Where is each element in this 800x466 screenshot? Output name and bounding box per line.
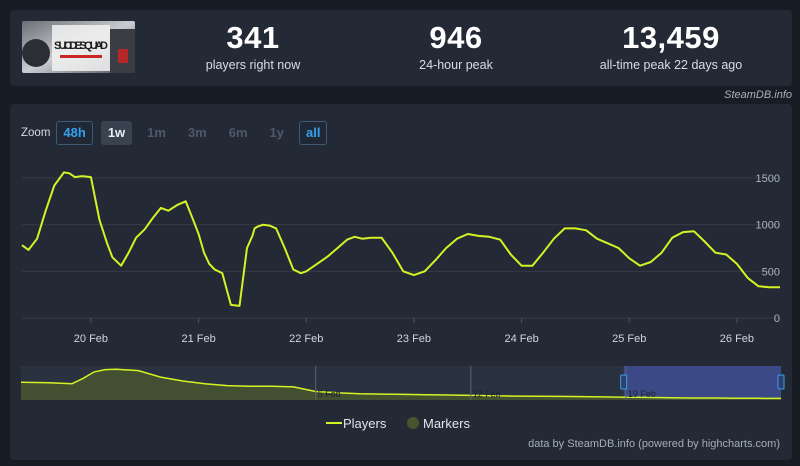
legend-label-players: Players (343, 416, 387, 431)
navigator-handle[interactable] (777, 374, 785, 390)
stat-24h-peak: 946 24-hour peak (356, 20, 556, 72)
stat-label: 24-hour peak (419, 58, 493, 72)
legend-item-players[interactable]: Players (326, 416, 387, 431)
players-line (21, 171, 780, 307)
navigator-handle[interactable] (620, 374, 628, 390)
stat-value: 13,459 (622, 20, 720, 55)
logo-text: SUICIDE SQUAD (54, 40, 108, 52)
navigator-window[interactable] (623, 366, 781, 400)
zoom-1w-button[interactable]: 1w (100, 121, 133, 145)
x-tick-label: 21 Feb (181, 333, 215, 345)
zoom-3m-button[interactable]: 3m (187, 125, 207, 140)
navigator-selected-range (623, 366, 781, 400)
x-tick-label: 22 Feb (289, 333, 323, 345)
main-grid (22, 177, 780, 319)
stat-label: players right now (205, 58, 301, 72)
x-tick-label: 25 Feb (612, 333, 646, 345)
stat-value: 946 (429, 20, 483, 55)
x-tick-label: 23 Feb (397, 333, 431, 345)
navigator[interactable]: 5 Feb 12 Feb 19 Feb (20, 366, 785, 400)
stats-card: SUICIDE SQUAD 341 players right now 946 … (10, 10, 792, 86)
navigator-handles[interactable] (620, 374, 785, 390)
source-label[interactable]: SteamDB.info (724, 89, 792, 101)
legend-item-markers[interactable]: Markers (407, 416, 470, 431)
y-axis-ticks: 0 500 1000 1500 (756, 173, 780, 325)
x-tick-label: 26 Feb (720, 333, 754, 345)
game-logo-image: SUICIDE SQUAD (22, 21, 135, 73)
navigator-series (20, 368, 782, 400)
player-chart[interactable]: 0 500 1000 1500 20 Feb 21 Feb 22 Feb 23 Feb 24 … (10, 104, 792, 460)
footer-credit[interactable]: data by SteamDB.info (powered by highcha… (528, 438, 780, 450)
zoom-all-button[interactable]: all (299, 121, 328, 145)
navigator-tick-label: 12 Feb (473, 389, 501, 399)
stat-players-now: 341 players right now (153, 20, 353, 72)
stat-label: all-time peak 22 days ago (599, 58, 743, 72)
x-tick-label: 24 Feb (504, 333, 538, 345)
game-logo[interactable]: SUICIDE SQUAD (22, 21, 135, 73)
legend-label-markers: Markers (423, 416, 470, 431)
y-tick-label: 1000 (756, 220, 780, 232)
zoom-1y-button[interactable]: 1y (269, 125, 285, 140)
navigator-line (20, 368, 782, 400)
zoom-6m-button[interactable]: 6m (228, 125, 248, 140)
zoom-1m-button[interactable]: 1m (147, 125, 166, 140)
markers-legend-icon (407, 417, 419, 429)
navigator-tick-label: 19 Feb (628, 389, 656, 399)
x-axis-ticks: 20 Feb 21 Feb 22 Feb 23 Feb 24 Feb 25 Feb 26 F… (74, 318, 754, 345)
zoom-bar: Zoom 48h 1w 1m 3m 6m 1y all (21, 121, 335, 145)
y-tick-label: 1500 (756, 173, 780, 185)
navigator-tick-label: 5 Feb (318, 389, 341, 399)
chart-card: Zoom 48h 1w 1m 3m 6m 1y all 0 500 1000 1500… (10, 104, 792, 460)
zoom-48h-button[interactable]: 48h (56, 121, 93, 145)
navigator-area (21, 369, 781, 400)
legend: Players Markers (326, 416, 470, 431)
x-tick-label: 20 Feb (74, 333, 108, 345)
y-tick-label: 0 (774, 313, 780, 325)
players-series[interactable] (21, 171, 780, 307)
zoom-label: Zoom (21, 127, 51, 139)
stat-value: 341 (226, 20, 280, 55)
y-tick-label: 500 (762, 266, 780, 278)
stat-all-time-peak: 13,459 all-time peak 22 days ago (571, 20, 771, 72)
